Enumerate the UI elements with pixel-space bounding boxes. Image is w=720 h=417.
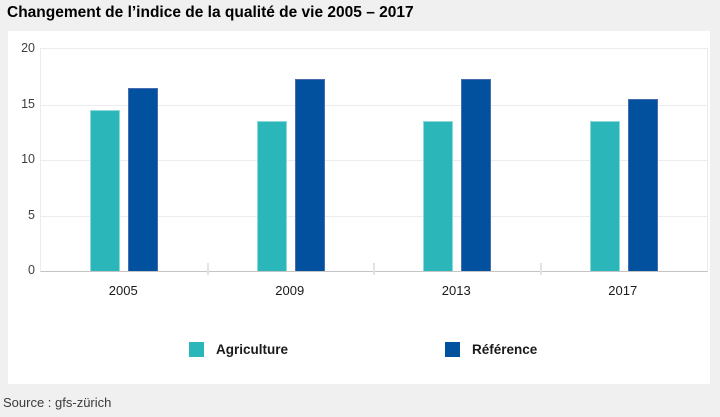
- y-tick-label-20: 20: [21, 41, 35, 55]
- x-tick-label-2013: 2013: [441, 283, 471, 298]
- x-tick-label-2005: 2005: [108, 283, 138, 298]
- reference-swatch: [445, 342, 460, 357]
- x-tick-label-2009: 2009: [275, 283, 305, 298]
- bar-référence-2013: [461, 78, 492, 271]
- legend-item-agriculture: Agriculture: [189, 342, 288, 357]
- agriculture-swatch: [189, 342, 204, 357]
- plot-area: [40, 48, 708, 275]
- bar-agriculture-2005: [90, 110, 121, 271]
- legend-item-reference: Référence: [445, 342, 537, 357]
- bar-référence-2005: [128, 87, 159, 271]
- chart-panel: 0 5 10 15 20 2005 2009 2013 2017 Agriculture Ré…: [8, 31, 710, 384]
- bar-agriculture-2013: [423, 121, 454, 271]
- x-tick-label-2017: 2017: [608, 283, 638, 298]
- bar-agriculture-2017: [589, 121, 620, 271]
- x-tick: [373, 263, 375, 275]
- gridline-5: [41, 215, 707, 217]
- y-tick-label-15: 15: [21, 96, 35, 111]
- bar-référence-2009: [294, 78, 325, 271]
- legend-label-reference: Référence: [472, 342, 538, 357]
- x-tick: [539, 263, 542, 275]
- source-caption: Source : gfs-zürich: [3, 395, 112, 410]
- bar-référence-2017: [627, 98, 658, 271]
- gridline-15: [41, 104, 707, 106]
- y-tick-label-5: 5: [28, 207, 35, 222]
- x-tick: [206, 263, 209, 275]
- gridline-10: [41, 160, 707, 161]
- bar-agriculture-2009: [256, 121, 287, 271]
- y-tick-label-10: 10: [21, 152, 35, 166]
- chart-title: Changement de l’indice de la qualité de …: [7, 4, 414, 21]
- y-tick-label-0: 0: [28, 263, 35, 277]
- legend-label-agriculture: Agriculture: [216, 342, 289, 357]
